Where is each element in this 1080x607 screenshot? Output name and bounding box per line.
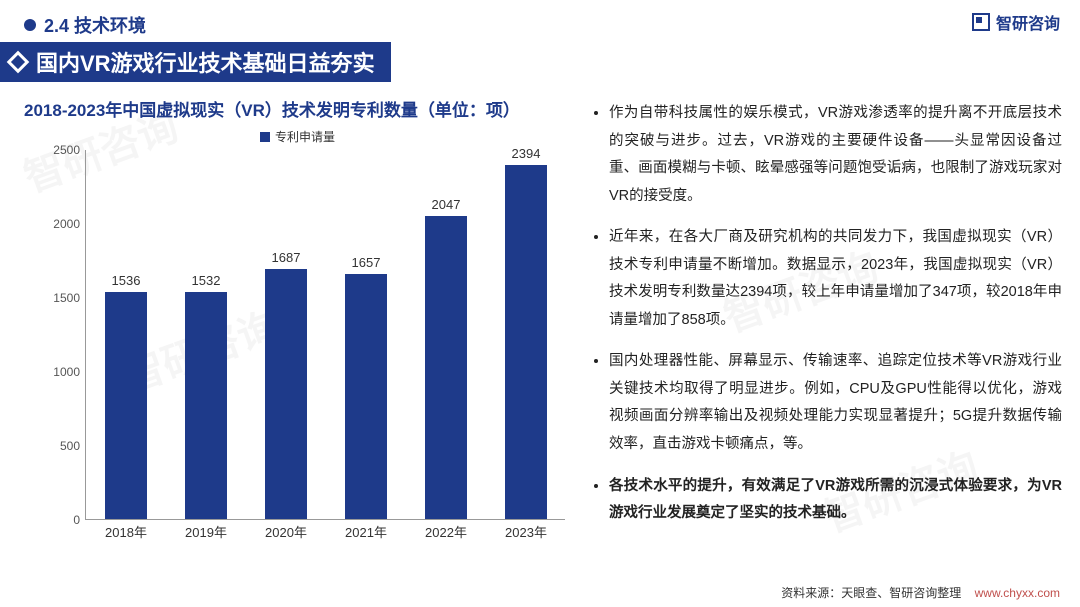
- y-tick-label: 0: [44, 513, 80, 527]
- x-tick-label: 2020年: [256, 522, 316, 541]
- section-tag: 2.4 技术环境: [24, 12, 146, 38]
- chart-bar: [425, 216, 467, 519]
- bar-chart: 0500100015002000250015362018年15322019年16…: [30, 150, 570, 550]
- y-tick-label: 1000: [44, 365, 80, 379]
- page-title: 国内VR游戏行业技术基础日益夯实: [36, 46, 375, 78]
- legend-swatch-icon: [260, 132, 270, 142]
- chart-bar: [505, 165, 547, 519]
- y-tick-label: 2000: [44, 217, 80, 231]
- chart-bar: [265, 269, 307, 519]
- x-tick-label: 2022年: [416, 522, 476, 541]
- x-tick-label: 2019年: [176, 522, 236, 541]
- bullet-item: 作为自带科技属性的娱乐模式，VR游戏渗透率的提升离不开底层技术的突破与进步。过去…: [609, 100, 1062, 210]
- y-tick-label: 2500: [44, 143, 80, 157]
- chart-bar: [345, 274, 387, 519]
- chart-title: 2018-2023年中国虚拟现实（VR）技术发明专利数量（单位：项）: [24, 96, 520, 121]
- bar-value-label: 1687: [256, 250, 316, 265]
- bullet-item: 近年来，在各大厂商及研究机构的共同发力下，我国虚拟现实（VR）技术专利申请量不断…: [609, 224, 1062, 334]
- y-tick-label: 1500: [44, 291, 80, 305]
- bullet-item: 各技术水平的提升，有效满足了VR游戏所需的沉浸式体验要求，为VR游戏行业发展奠定…: [609, 473, 1062, 528]
- chart-bar: [105, 292, 147, 519]
- brand-name: 智研咨询: [996, 10, 1060, 34]
- section-number: 2.4 技术环境: [44, 12, 146, 38]
- source-label: 资料来源：天眼查、智研咨询整理: [781, 586, 961, 600]
- bar-value-label: 1536: [96, 273, 156, 288]
- source-link[interactable]: www.chyxx.com: [975, 586, 1060, 600]
- bar-value-label: 1657: [336, 255, 396, 270]
- bar-value-label: 1532: [176, 273, 236, 288]
- bullet-list: 作为自带科技属性的娱乐模式，VR游戏渗透率的提升离不开底层技术的突破与进步。过去…: [587, 100, 1062, 542]
- chart-legend: 专利申请量: [260, 128, 335, 145]
- x-tick-label: 2021年: [336, 522, 396, 541]
- brand-logo-icon: [972, 13, 990, 31]
- bar-value-label: 2047: [416, 197, 476, 212]
- chart-bar: [185, 292, 227, 519]
- bar-value-label: 2394: [496, 146, 556, 161]
- bullet-icon: [24, 19, 36, 31]
- legend-label: 专利申请量: [275, 128, 335, 145]
- title-bar: 国内VR游戏行业技术基础日益夯实: [0, 42, 391, 82]
- x-tick-label: 2023年: [496, 522, 556, 541]
- y-tick-label: 500: [44, 439, 80, 453]
- bullet-item: 国内处理器性能、屏幕显示、传输速率、追踪定位技术等VR游戏行业关键技术均取得了明…: [609, 348, 1062, 458]
- brand: 智研咨询: [972, 10, 1060, 34]
- footer: 资料来源：天眼查、智研咨询整理 www.chyxx.com: [781, 584, 1060, 601]
- x-tick-label: 2018年: [96, 522, 156, 541]
- chart-plot: 0500100015002000250015362018年15322019年16…: [85, 150, 565, 520]
- diamond-icon: [7, 51, 30, 74]
